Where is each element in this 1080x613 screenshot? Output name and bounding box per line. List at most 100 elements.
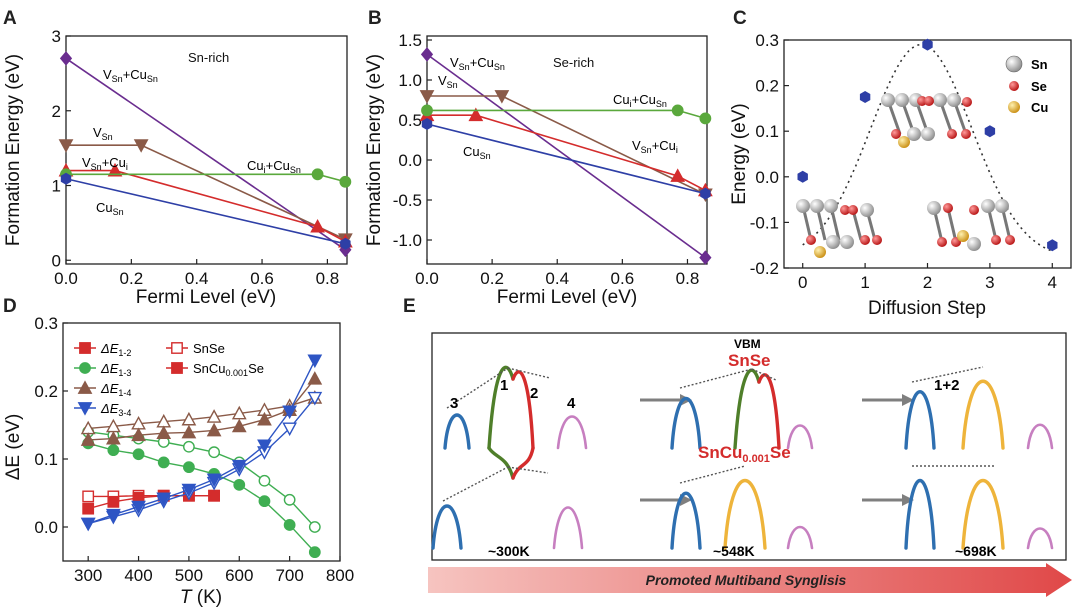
series-line--e1-4-snse	[88, 397, 316, 430]
band3-row2c	[904, 479, 936, 550]
legend-label: SnSe	[193, 341, 225, 356]
y-tick-label: 1.0	[398, 71, 422, 90]
data-point--e3-4-sncu0-001se	[156, 492, 172, 507]
panel-d-frame	[62, 322, 341, 562]
structure-image-initial	[796, 199, 882, 258]
legend-label: SnCu0.001Se	[193, 361, 264, 378]
temperature-label-698k: ~698K	[955, 543, 997, 559]
label-vsn: VSn	[93, 125, 113, 142]
vbm-dashed-line	[507, 466, 549, 474]
x-tick-label: 500	[175, 566, 203, 585]
data-point--e3-4-sncu0-001se	[105, 508, 121, 523]
data-point-cu-i-cu-sn	[311, 168, 324, 181]
panel-b-frame	[426, 35, 708, 265]
series-line--e1-4-sncu0-001se	[88, 378, 316, 441]
x-tick-label: 0.2	[480, 269, 504, 288]
diffusion-point	[922, 38, 933, 51]
panel-d-ylabel: ΔE (eV)	[3, 414, 24, 481]
panel-e-texts: 1 2 3 4 VBM SnSe SnCu0.001Se 1+2 ~300K ~…	[450, 337, 997, 559]
data-point-cu-i-cu-sn	[671, 104, 684, 117]
x-tick-label: 0.2	[120, 269, 144, 288]
y-tick-label: 0.0	[398, 151, 422, 170]
band3-row1c	[904, 390, 936, 450]
data-point--e1-4-sncu0-001se	[131, 427, 146, 442]
data-point--e1-4-sncu0-001se	[105, 430, 121, 445]
panel-d-xlabel: T (K)	[180, 587, 222, 608]
y-tick-label: 0.0	[755, 168, 779, 187]
label-vsn: VSn	[438, 73, 458, 90]
y-tick-label: 0.2	[34, 382, 58, 401]
series-line-v-sn-cu-sn	[426, 53, 706, 259]
x-tick-label: 0	[798, 273, 807, 292]
panel-e-frame	[431, 332, 1067, 561]
merged-band-row2b	[723, 479, 767, 550]
data-point-cu-i-cu-sn	[421, 104, 433, 117]
panel-a-ylabel: Formation Energy (eV)	[3, 54, 24, 246]
legend-cu-atom	[1008, 101, 1020, 113]
data-point-v-sn-cu-i	[468, 107, 484, 122]
data-point--e1-3-sncu0-001se	[258, 495, 271, 508]
y-tick-label: -0.5	[393, 191, 422, 210]
data-point-v-sn-cu-i	[670, 168, 686, 182]
panel-c-diffusion-energy: 0 1 2 3 4 0.3 0.2 0.1 0.0 -0.1 -0.2 Diffusion Step…	[729, 31, 1072, 319]
data-point--e3-4-sncu0-001se	[257, 439, 272, 454]
data-point--e3-4-snse	[282, 422, 298, 437]
legend-sn-atom	[1005, 55, 1023, 73]
data-point--e1-3-sncu0-001se	[308, 546, 321, 559]
data-point-v-sn	[133, 139, 149, 153]
y-tick-label: 0	[52, 251, 61, 270]
x-tick-label: 1	[860, 273, 869, 292]
y-tick-label: -0.2	[750, 259, 779, 278]
series-line-cu-sn	[65, 178, 346, 245]
panel-label-c: C	[733, 8, 747, 29]
band-pair-row2-band1	[487, 446, 515, 480]
data-point-cu-i-cu-sn	[339, 175, 352, 188]
legend-marker	[77, 402, 93, 416]
panel-c-atom-legend: Sn Se Cu	[1005, 55, 1048, 115]
data-point--e3-4-sncu0-001se	[80, 517, 96, 532]
data-point--e1-3-sncu0-001se	[157, 456, 170, 469]
label-vsn-cui: VSn+Cui	[82, 155, 128, 172]
diffusion-point	[1047, 239, 1058, 252]
data-point-cu-sn	[700, 187, 711, 200]
data-point-v-sn	[419, 90, 435, 104]
legend-marker	[77, 380, 93, 394]
structure-image-final	[927, 199, 1015, 251]
data-point--e1-3-sncu0-001se	[107, 444, 120, 457]
data-point--e3-4-sncu0-001se	[206, 473, 222, 488]
data-point-v-sn	[494, 90, 510, 104]
x-tick-label: 0.4	[185, 269, 209, 288]
vbm-dashed-line	[442, 466, 509, 502]
data-point--e1-4-sncu0-001se	[257, 411, 272, 426]
band-pair-row1-band2	[511, 370, 535, 450]
data-point--e1-2-sncu0-001se	[208, 489, 220, 502]
data-point--e3-4-sncu0-001se	[131, 500, 146, 515]
panel-b-annotation: Se-rich	[553, 55, 594, 70]
temperature-label-300k: ~300K	[488, 543, 530, 559]
x-tick-label: 700	[275, 566, 303, 585]
vbm-dashed-line	[446, 367, 509, 409]
x-tick-label: 0.8	[676, 269, 700, 288]
data-point--e1-4-snse	[206, 409, 222, 423]
x-tick-label: 300	[74, 566, 102, 585]
data-point--e3-4-sncu0-001se	[231, 459, 247, 474]
data-point-v-sn-cu-i	[310, 218, 325, 233]
data-point--e1-3-sncu0-001se	[233, 478, 246, 491]
legend-se-atom	[1009, 81, 1019, 91]
diffusion-point	[859, 90, 871, 104]
peak-label-4: 4	[567, 395, 576, 412]
label-vsn-cusn: VSn+CuSn	[103, 67, 158, 84]
y-tick-label: 1.5	[398, 31, 422, 50]
sncu-label: SnCu0.001Se	[698, 443, 791, 465]
x-tick-label: 0.0	[54, 269, 78, 288]
diffusion-point	[984, 125, 996, 138]
peak-label-2: 2	[530, 385, 538, 402]
band4-row2	[552, 506, 584, 550]
data-point--e1-2-sncu0-001se	[82, 502, 95, 515]
vbm-dashed-line	[911, 366, 984, 383]
panel-a-annotation: Sn-rich	[188, 50, 229, 65]
legend-marker	[171, 362, 183, 374]
structure-image-transition	[881, 93, 972, 148]
label-cui-cusn: Cui+CuSn	[247, 158, 301, 175]
diffusion-fit-curve	[802, 43, 1053, 252]
